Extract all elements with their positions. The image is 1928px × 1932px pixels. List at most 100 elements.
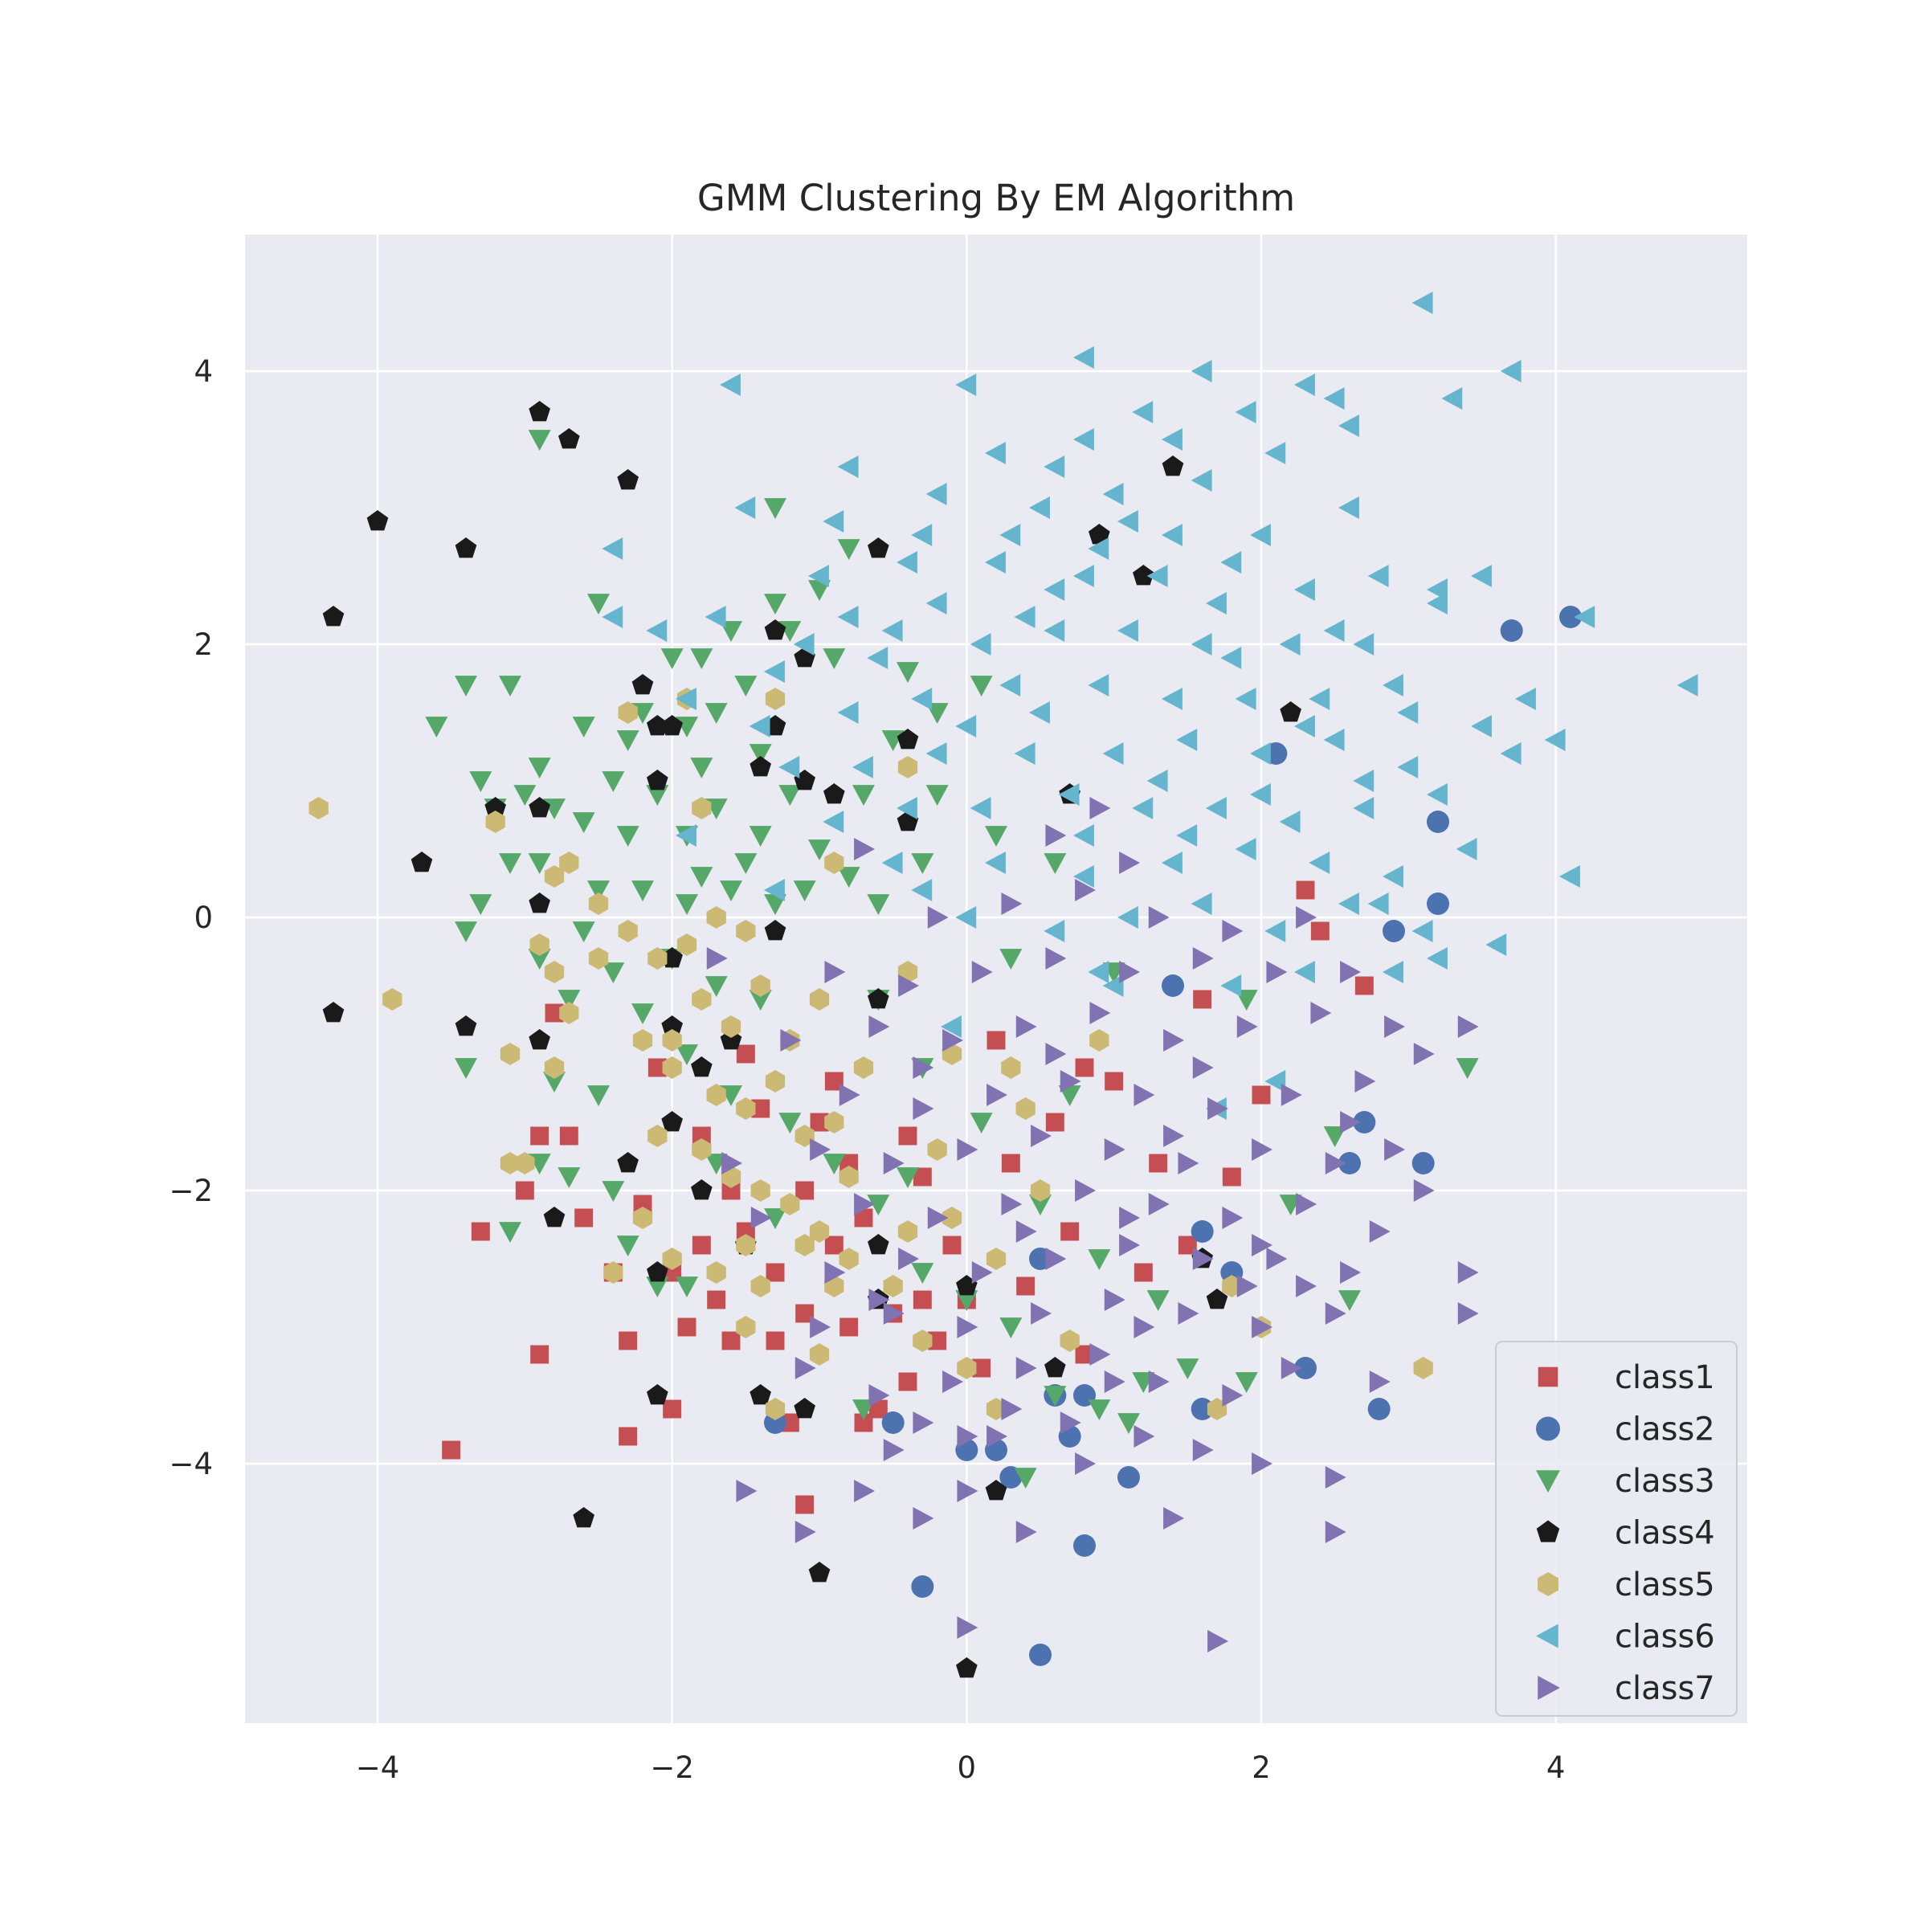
class3-point (999, 949, 1023, 970)
class6-point (1044, 619, 1065, 642)
class2-point (1427, 892, 1449, 915)
class6-point (1176, 824, 1198, 847)
class6-point (897, 797, 917, 819)
class6-point (676, 824, 696, 847)
class7-point (1296, 906, 1317, 929)
class1-point (810, 1113, 829, 1132)
class1-point (1060, 1222, 1080, 1241)
class7-point (957, 1616, 978, 1639)
class3-point (897, 1167, 919, 1188)
class3-point (925, 785, 949, 806)
class5-point (765, 688, 786, 710)
class2-point (1559, 606, 1582, 628)
class1-point (898, 1372, 917, 1391)
class7-point (1296, 1193, 1317, 1215)
class7-point (1192, 1056, 1214, 1079)
class1-point (471, 1222, 490, 1241)
class5-point (721, 1015, 741, 1038)
x-tick-label: −2 (650, 1750, 694, 1785)
class7-point (942, 1029, 963, 1052)
class6-point (985, 551, 1006, 574)
class6-point (778, 756, 800, 778)
class6-point (1117, 906, 1138, 929)
class7-point (868, 1289, 890, 1311)
class3-point (558, 990, 581, 1011)
class2-point (1029, 1644, 1052, 1666)
class6-point (1235, 688, 1256, 710)
class5-point (500, 1043, 521, 1065)
class6-point (764, 879, 785, 901)
class7-point (1207, 1630, 1228, 1652)
class5-point (750, 1275, 770, 1297)
class7-point (1369, 1370, 1391, 1393)
class5-point (927, 1138, 947, 1161)
class6-point (1411, 292, 1433, 314)
class7-point (1104, 1289, 1125, 1311)
class5-point (559, 852, 579, 874)
class3-point (646, 1276, 669, 1297)
class7-point (1045, 947, 1067, 970)
class6-point (1117, 510, 1138, 533)
class7-point (1354, 1070, 1376, 1093)
class6-point (1441, 387, 1463, 410)
class1-point (898, 1126, 917, 1146)
class3-point (705, 976, 728, 997)
class3-point (852, 785, 875, 806)
class5-point (632, 1029, 653, 1052)
class6-point (1294, 715, 1315, 737)
class5-point (750, 1179, 770, 1202)
class7-point (1252, 1452, 1272, 1475)
class7-point (913, 1507, 934, 1530)
class7-point (1045, 1248, 1067, 1270)
class5-point (662, 1248, 682, 1270)
legend-marker-class1 (1538, 1366, 1558, 1387)
class7-point (927, 1207, 949, 1229)
class6-point (1309, 688, 1330, 710)
class7-point (1457, 1261, 1479, 1284)
class6-point (1235, 838, 1256, 860)
class5-point (1089, 1029, 1109, 1052)
legend-marker-class5 (1538, 1572, 1558, 1596)
class5-point (839, 1166, 859, 1188)
class7-point (1310, 1002, 1332, 1024)
class3-point (793, 880, 816, 901)
class6-point (1088, 674, 1109, 696)
class6-point (1323, 387, 1345, 410)
class7-point (1015, 1015, 1037, 1038)
class7-point (1236, 1275, 1258, 1297)
class6-point (970, 797, 991, 819)
class1-point (913, 1167, 932, 1187)
class1-point (986, 1031, 1006, 1050)
class5-point (765, 1070, 786, 1093)
class7-point (794, 1357, 816, 1379)
class6-point (1544, 729, 1566, 751)
class3-point (734, 676, 758, 696)
class3-point (823, 1154, 846, 1174)
class5-point (515, 1152, 535, 1174)
class4-point (1206, 1289, 1228, 1309)
class3-point (499, 676, 521, 696)
class7-point (913, 1411, 934, 1434)
class2-point (911, 1575, 934, 1598)
class1-point (824, 1236, 844, 1255)
class1-point (1252, 1085, 1271, 1105)
class1-point (1134, 1263, 1153, 1282)
class7-point (1075, 879, 1096, 901)
class7-point (986, 1425, 1007, 1448)
legend-label: class4 (1615, 1515, 1715, 1552)
class4-point (794, 1398, 815, 1419)
class4-point (1162, 455, 1184, 476)
legend-marker-class4 (1536, 1520, 1560, 1542)
class4-point (661, 1111, 683, 1132)
class1-point (751, 1099, 770, 1118)
class2-point (1294, 1357, 1317, 1379)
class3-point (1338, 1290, 1361, 1311)
class1-point (736, 1044, 755, 1064)
class1-point (1075, 1058, 1094, 1077)
class3-point (455, 921, 477, 942)
class6-point (1102, 483, 1124, 505)
class3-point (867, 1195, 890, 1215)
class7-point (1104, 1138, 1125, 1161)
class1-point (721, 1331, 741, 1350)
class1-point (692, 1126, 711, 1146)
